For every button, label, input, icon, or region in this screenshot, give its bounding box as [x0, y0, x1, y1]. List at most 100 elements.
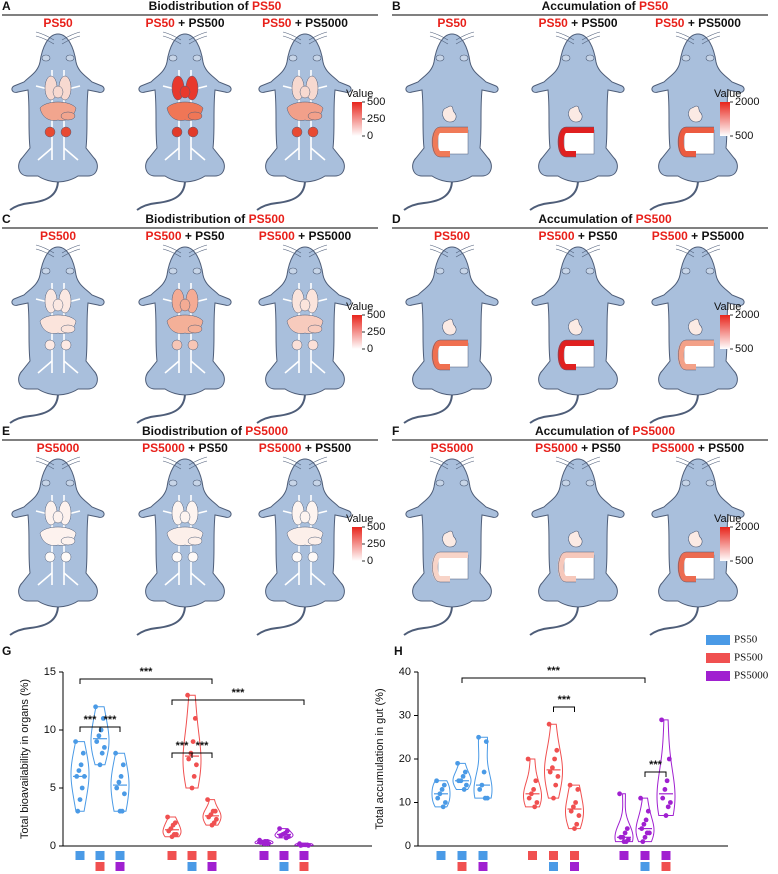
data-point: [573, 800, 578, 805]
significance-bracket: [461, 677, 646, 683]
combo-square: [115, 862, 125, 871]
label-highlight: PS5000: [259, 441, 302, 455]
data-point: [644, 830, 650, 836]
whisker: [675, 31, 695, 41]
vessel: [63, 360, 79, 374]
colon: [431, 340, 468, 370]
ear: [561, 267, 571, 275]
label-highlight: PS500: [259, 229, 295, 243]
combo-square: [478, 862, 488, 871]
mouse-tail: [136, 604, 186, 636]
data-point: [298, 843, 304, 848]
ear: [288, 479, 298, 487]
colorbar-tick-label: 500: [735, 130, 753, 142]
colorbar-tick-label: 2000: [735, 521, 759, 533]
data-point: [73, 739, 78, 744]
data-point: [117, 808, 123, 814]
data-point: [94, 739, 100, 744]
mouse-tail: [256, 392, 306, 424]
label-highlight: PS50: [262, 16, 292, 30]
gut-interior: [437, 554, 469, 580]
kidney: [291, 551, 303, 563]
combo-square: [207, 862, 217, 871]
ear: [192, 54, 202, 62]
vessel: [190, 147, 206, 161]
whisker: [701, 244, 721, 254]
colorbar-tick-label: 0: [367, 343, 373, 355]
label-highlight: PS50: [145, 16, 175, 30]
kidney: [60, 339, 72, 351]
label-highlight: PS500: [538, 229, 574, 243]
spleen: [187, 324, 203, 334]
data-point: [190, 739, 196, 744]
combo-square: [570, 862, 579, 871]
gut-interior: [683, 554, 715, 580]
combo-square: [661, 851, 671, 860]
data-point: [477, 787, 483, 792]
ear: [312, 267, 322, 275]
panel-letter: B: [392, 0, 401, 13]
whisker: [61, 248, 81, 258]
vessel: [63, 572, 79, 586]
ear: [561, 479, 571, 487]
spleen: [307, 111, 323, 121]
label-highlight: PS500: [40, 229, 76, 243]
mouse-tail: [529, 604, 579, 636]
colorbar-tick-label: 250: [367, 326, 385, 338]
data-point: [659, 717, 664, 723]
whisker: [188, 460, 208, 470]
mouse-tail: [403, 392, 453, 424]
data-point: [576, 813, 582, 818]
mouse: [649, 456, 745, 636]
whisker: [162, 248, 182, 258]
mouse: [136, 244, 232, 424]
stomach: [568, 530, 583, 548]
combo-square: [640, 851, 650, 860]
whisker: [61, 35, 81, 45]
data-point: [122, 791, 127, 797]
mouse-label: PS5000 + PS500: [652, 441, 745, 455]
whisker: [675, 248, 695, 258]
data-point: [169, 834, 175, 840]
significance-label: ***: [196, 740, 210, 752]
significance-label: ***: [176, 740, 190, 752]
data-point: [456, 778, 462, 784]
heart: [179, 85, 191, 99]
ear: [435, 54, 445, 62]
mouse: [136, 31, 232, 211]
colorbar: [352, 102, 362, 136]
kidney: [291, 339, 303, 351]
data-point: [546, 721, 552, 727]
title-highlight: PS50: [252, 0, 282, 13]
colorbar: [352, 315, 362, 349]
stomach: [568, 318, 583, 336]
label-rest: + PS50: [578, 441, 621, 455]
data-point: [166, 828, 172, 834]
legend-swatch: [706, 635, 730, 645]
stomach: [688, 318, 703, 336]
title-text: Accumulation of: [538, 212, 635, 226]
data-point: [113, 750, 118, 756]
whisker: [701, 460, 721, 470]
data-point: [96, 733, 102, 739]
data-point: [82, 774, 87, 779]
label-highlight: PS50: [655, 16, 685, 30]
whisker: [308, 460, 328, 470]
whisker: [162, 35, 182, 45]
combo-square: [167, 851, 177, 860]
combo-square: [259, 851, 269, 860]
data-point: [441, 782, 447, 788]
data-point: [206, 814, 212, 820]
data-point: [102, 745, 107, 750]
data-point: [93, 704, 98, 710]
whisker: [35, 460, 55, 470]
kidney: [307, 551, 319, 563]
ear: [459, 479, 469, 487]
y-tick-label: 30: [399, 709, 411, 721]
mouse: [529, 456, 625, 636]
whisker: [282, 456, 302, 466]
